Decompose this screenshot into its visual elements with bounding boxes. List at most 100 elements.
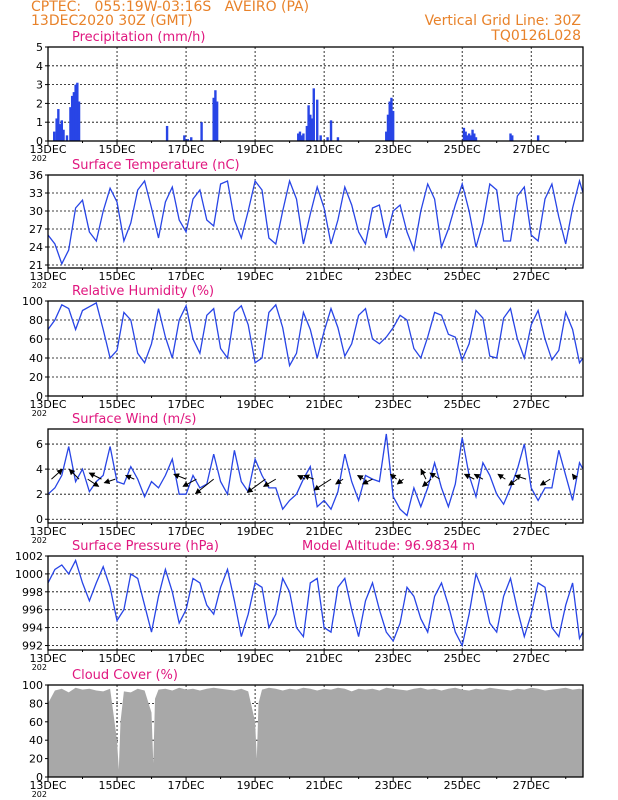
precip-bar [65,135,69,141]
y-tick-label: 33 [29,187,43,200]
wind-arrow [303,474,314,481]
wind-arrow [103,478,116,484]
wind-arrow [421,478,432,487]
wind-arrow [68,468,80,480]
x-tick-label: 19DEC [237,525,274,538]
precip-bar [316,99,319,141]
x-tick-label: 13DEC [29,652,66,665]
x-tick-label: 23DEC [375,525,412,538]
wind-arrow [361,478,373,485]
y-tick-label: 40 [29,352,43,365]
temp-line [48,178,583,266]
precip-bar [74,84,77,141]
precip-bar [469,135,473,141]
y-tick-label: 80 [29,697,43,710]
cloud-title: Cloud Cover (%) [72,668,178,683]
precip-title: Precipitation (mm/h) [72,30,205,45]
wind-arrow [246,478,266,493]
precip-bar [473,133,476,141]
precip-bar [466,135,469,141]
x-tick-label: 27DEC [513,779,550,792]
x-tick-label: 27DEC [513,652,550,665]
precip-bar [60,120,64,141]
y-tick-label: 994 [22,622,43,635]
wind-arrow [51,468,63,480]
y-tick-label: 60 [29,716,43,729]
precip-bar [310,118,314,141]
x-tick-label: 13DEC [29,398,66,411]
precip-bar [467,133,471,141]
y-tick-label: 60 [29,333,43,346]
y-tick-label: 3 [36,79,43,92]
precip-bar [57,109,60,141]
y-tick-label: 5 [36,41,43,54]
wind-arrow [87,478,100,487]
x-tick-label: 17DEC [168,398,205,411]
precip-bar [474,137,478,141]
precip-bar [69,107,72,141]
x-tick-label: 23DEC [375,270,412,283]
wind-arrow [182,478,197,487]
x-tick-label: 27DEC [513,525,550,538]
header-line1-left: CPTEC: 055:19W-03:16S AVEIRO (PA) [31,0,310,15]
y-tick-label: 1 [36,116,43,129]
precip-bar [215,101,219,141]
x-tick-label: 21DEC [306,270,343,283]
precip-bar [212,97,215,141]
precip-bar [302,133,305,141]
x-tick-label: 19DEC [237,652,274,665]
x-tick-label: 21DEC [306,525,343,538]
y-tick-label: 998 [22,586,43,599]
x-tick-label: 13DEC [29,779,66,792]
x-tick-label: 23DEC [375,779,412,792]
x-tick-label: 25DEC [444,270,481,283]
x-tick-label: 19DEC [237,143,274,156]
wind-arrow [262,478,277,487]
precip-bar [200,122,203,141]
wind-arrow [335,478,344,485]
wind-panel: 0 2 4 6 13DEC 15DEC 17DEC 19DEC 21DEC 23DEC 25DEC 2… [29,412,584,545]
header-line2-right: TQ0126L028 [491,28,581,44]
x-tick-label: 25DEC [444,779,481,792]
precip-bar [53,131,56,141]
x-tick-label: 15DEC [98,525,135,538]
header-line2-left: 13DEC2020 30Z (GMT) [31,13,193,29]
precip-bar [165,125,169,141]
x-tick-label: 21DEC [306,398,343,411]
y-tick-label: 80 [29,314,43,327]
precip-bar [307,105,310,141]
x-tick-label: 15DEC [98,779,135,792]
precip-bar [305,125,309,141]
precip-bar [462,127,466,141]
x-tick-label: 23DEC [375,398,412,411]
year-label: 202 [32,536,47,545]
y-tick-label: 20 [29,753,43,766]
cloud-frame [47,684,584,778]
x-tick-label: 19DEC [237,398,274,411]
precip-bar [464,131,467,141]
wind-arrow [396,478,404,485]
precip-bar [391,110,395,141]
wind-arrow [173,473,187,480]
x-tick-label: 27DEC [513,398,550,411]
rh-frame [47,300,584,397]
x-tick-label: 25DEC [444,143,481,156]
x-tick-label: 15DEC [98,143,135,156]
year-label: 202 [32,663,47,672]
temp-panel: 21 24 27 30 33 36 13DEC 15DEC 17DEC 19DEC 21DEC 23D… [29,158,584,290]
pres-title: Surface Pressure (hPa) [72,539,219,554]
x-tick-label: 17DEC [168,779,205,792]
y-tick-label: 0 [36,771,43,784]
x-tick-label: 25DEC [444,525,481,538]
wind-arrow [356,475,365,481]
precip-bar [390,97,393,141]
wind-arrow [508,478,518,486]
x-tick-label: 25DEC [444,652,481,665]
y-tick-label: 36 [29,169,43,182]
wind-arrow [539,478,551,486]
y-tick-label: 20 [29,371,43,384]
pres-frame [47,555,584,651]
y-tick-label: 4 [36,463,43,476]
x-tick-label: 13DEC [29,525,66,538]
precip-bar [385,131,388,141]
